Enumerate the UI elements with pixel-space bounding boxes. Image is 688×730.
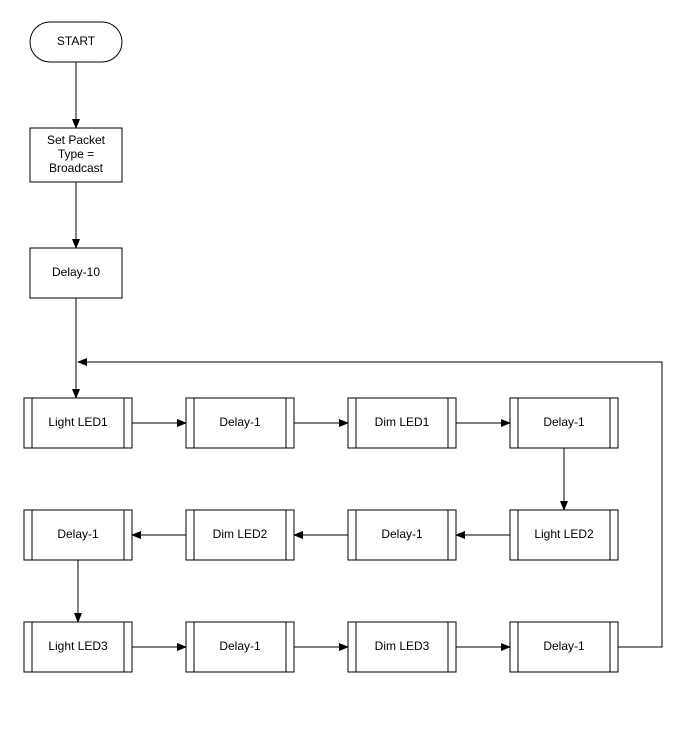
node-dimLED3: Dim LED3 <box>348 622 456 672</box>
node-delay1e: Delay-1 <box>186 622 294 672</box>
node-label: Broadcast <box>49 161 104 175</box>
node-label: Delay-1 <box>219 415 261 429</box>
node-label: Light LED3 <box>48 639 108 653</box>
node-lightLED1: Light LED1 <box>24 398 132 448</box>
node-delay1d: Delay-1 <box>24 510 132 560</box>
node-label: Delay-10 <box>52 265 100 279</box>
node-label: Dim LED3 <box>375 639 430 653</box>
node-label: Delay-1 <box>543 415 585 429</box>
node-label: Light LED2 <box>534 527 594 541</box>
node-label: Delay-1 <box>543 639 585 653</box>
node-setpkt: Set PacketType =Broadcast <box>30 128 122 182</box>
node-label: Type = <box>58 147 94 161</box>
node-label: Dim LED2 <box>213 527 268 541</box>
node-delay1a: Delay-1 <box>186 398 294 448</box>
node-label: Set Packet <box>47 133 106 147</box>
node-delay1f: Delay-1 <box>510 622 618 672</box>
node-dimLED2: Dim LED2 <box>186 510 294 560</box>
node-label: Light LED1 <box>48 415 108 429</box>
node-label: START <box>57 34 96 48</box>
node-delay1c: Delay-1 <box>348 510 456 560</box>
node-start: START <box>30 22 122 62</box>
node-delay10: Delay-10 <box>30 248 122 298</box>
node-label: Delay-1 <box>57 527 99 541</box>
node-label: Dim LED1 <box>375 415 430 429</box>
flowchart: START Set PacketType =Broadcast Delay-10 Li… <box>0 0 688 730</box>
node-delay1b: Delay-1 <box>510 398 618 448</box>
node-lightLED2: Light LED2 <box>510 510 618 560</box>
node-label: Delay-1 <box>381 527 423 541</box>
node-lightLED3: Light LED3 <box>24 622 132 672</box>
node-dimLED1: Dim LED1 <box>348 398 456 448</box>
node-label: Delay-1 <box>219 639 261 653</box>
